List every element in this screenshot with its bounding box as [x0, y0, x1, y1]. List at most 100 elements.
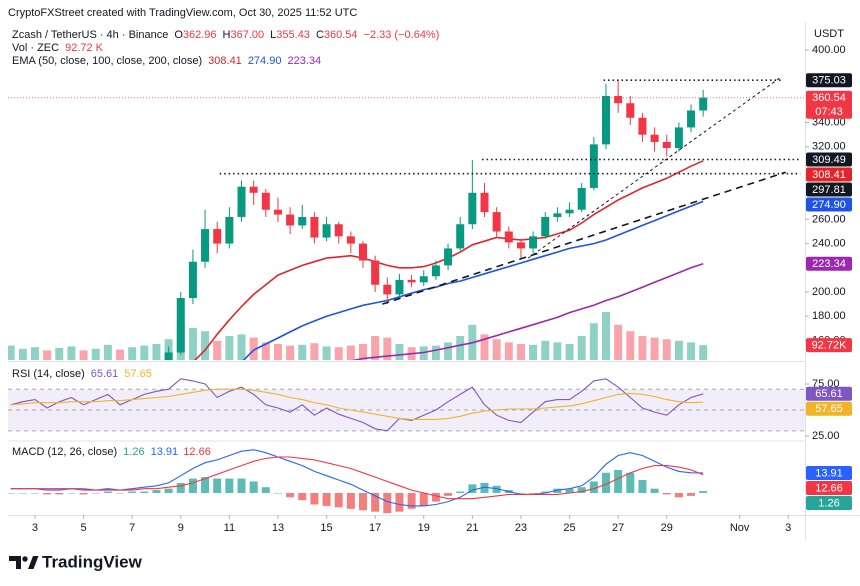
- macd-histogram-bar: [626, 472, 635, 493]
- legend-item: L: [270, 29, 276, 41]
- legend-item: EMA (50, close, 100, close, 200, close): [12, 55, 202, 67]
- legend-line: RSI (14, close) 65.61 57.65: [12, 368, 152, 380]
- candle-body: [541, 216, 550, 237]
- y-tick-label: 25.00: [812, 430, 840, 442]
- candle-body: [322, 224, 331, 238]
- candle-body: [164, 352, 173, 360]
- macd-histogram-bar: [176, 482, 185, 493]
- volume-bar: [334, 347, 343, 360]
- macd-histogram-bar: [322, 492, 331, 506]
- candle-body: [419, 276, 428, 283]
- macd-histogram-bar: [419, 492, 428, 506]
- candle-body: [504, 231, 513, 243]
- legend-line: Zcash / TetherUS · 4h · Binance O362.96 H3…: [12, 29, 439, 41]
- volume-bar: [249, 337, 258, 360]
- volume-bar: [444, 342, 453, 360]
- price-badge-label: 65.61: [815, 388, 843, 400]
- volume-bar: [541, 340, 550, 360]
- macd-histogram-bar: [43, 492, 52, 495]
- legend-item: 355.43: [276, 29, 310, 41]
- candle-body: [577, 187, 586, 210]
- macd-histogram-bar: [359, 492, 368, 511]
- volume-bar: [674, 340, 683, 360]
- volume-bar: [431, 345, 440, 360]
- volume-bar: [322, 346, 331, 360]
- volume-bar: [553, 342, 562, 360]
- macd-histogram-bar: [346, 492, 355, 509]
- volume-bar: [79, 350, 88, 360]
- ema-line: [351, 263, 704, 360]
- logo-shape: [28, 556, 39, 569]
- candle-body: [456, 224, 465, 249]
- price-badge-label: 375.03: [812, 75, 846, 87]
- macd-histogram-bar: [225, 478, 234, 493]
- macd-histogram-bar: [662, 492, 671, 495]
- candle-body: [395, 279, 404, 295]
- y-tick-label: 180.00: [812, 310, 846, 322]
- candle-body: [407, 279, 416, 283]
- legend-item: 362.96: [183, 29, 217, 41]
- legend-item: 367.00: [231, 29, 265, 41]
- price-badge: [806, 495, 852, 510]
- logo-shape: [9, 556, 21, 569]
- price-badge: [806, 386, 852, 401]
- candle-body: [249, 186, 258, 193]
- price-badge-label: 13.91: [815, 467, 843, 479]
- volume-bar: [286, 345, 295, 360]
- price-badge: [806, 465, 852, 480]
- macd-histogram-bar: [30, 492, 39, 494]
- candle-body: [371, 260, 380, 285]
- rsi-line: [10, 378, 704, 432]
- logo-shape: [22, 556, 28, 562]
- volume-bar: [18, 348, 27, 360]
- volume-bar: [310, 343, 319, 360]
- price-pane: [8, 77, 805, 360]
- volume-bar: [589, 323, 598, 360]
- candle-body: [286, 214, 295, 226]
- macd-histogram-bar: [128, 491, 137, 493]
- y-tick-label: 240.00: [812, 237, 846, 249]
- macd-histogram-bar: [553, 488, 562, 493]
- x-tick-label: 11: [224, 522, 235, 534]
- y-tick-label: 200.00: [812, 286, 846, 298]
- volume-bar: [565, 344, 574, 360]
- x-tick-label: 23: [515, 522, 527, 534]
- volume-bar: [504, 342, 513, 360]
- candle-body: [565, 209, 574, 214]
- macd-histogram-bar: [383, 492, 392, 514]
- candle-body: [614, 95, 623, 104]
- macd-histogram-bar: [699, 491, 708, 493]
- macd-histogram-bar: [687, 492, 696, 496]
- candle-body: [492, 212, 501, 232]
- legend-item: Vol · ZEC: [12, 42, 59, 54]
- candle-body: [638, 117, 647, 135]
- rsi-line: [10, 388, 704, 420]
- candle-body: [662, 141, 671, 148]
- legend-item: 12.66: [183, 446, 211, 458]
- macd-histogram-bar: [103, 491, 112, 493]
- macd-pane: [8, 449, 708, 514]
- price-badge-label: 223.34: [812, 258, 846, 270]
- brand-logo: [9, 556, 39, 569]
- ema-line: [242, 200, 704, 360]
- volume-bar: [43, 350, 52, 360]
- volume-bar: [492, 339, 501, 360]
- macd-histogram-bar: [638, 480, 647, 493]
- macd-histogram-bar: [577, 487, 586, 493]
- volume-bar: [601, 312, 610, 360]
- candle-body: [383, 284, 392, 295]
- legend-item: 360.54: [324, 29, 358, 41]
- macd-histogram-bar: [286, 492, 295, 498]
- volume-bar: [225, 336, 234, 360]
- price-badge-label: 274.90: [812, 199, 846, 211]
- macd-histogram-bar: [67, 492, 76, 494]
- candle-body: [699, 97, 708, 111]
- macd-histogram-bar: [456, 491, 465, 493]
- volume-bar: [699, 345, 708, 360]
- macd-histogram-bar: [261, 487, 270, 493]
- volume-bar: [261, 342, 270, 360]
- price-badge-label: 92.72K: [812, 340, 848, 352]
- macd-histogram-bar: [516, 492, 525, 494]
- macd-histogram-bar: [152, 490, 161, 493]
